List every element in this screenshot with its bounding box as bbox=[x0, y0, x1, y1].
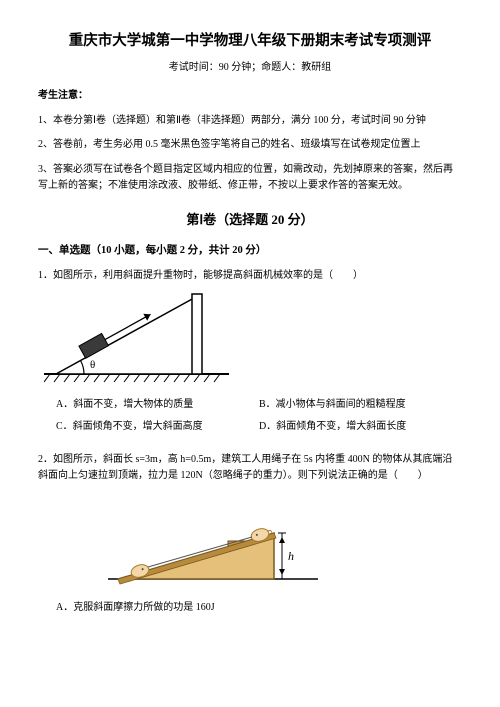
option-c: C．斜面倾角不变，增大斜面高度 bbox=[56, 419, 259, 436]
question-1: 1．如图所示，利用斜面提升重物时，能够提高斜面机械效率的是（ ） bbox=[38, 268, 462, 285]
option-a: A．斜面不变，增大物体的质量 bbox=[56, 397, 259, 414]
option-b: B．减小物体与斜面间的粗糙程度 bbox=[259, 397, 462, 414]
notice-item: 3、答案必须写在试卷各个题目指定区域内相应的位置，如需改动，先划掉原来的答案，然… bbox=[38, 162, 462, 195]
notice-item: 1、本卷分第Ⅰ卷（选择题）和第Ⅱ卷（非选择题）两部分，满分 100 分，考试时间… bbox=[38, 113, 462, 130]
svg-text:θ: θ bbox=[90, 359, 95, 371]
page-subtitle: 考试时间：90 分钟；命题人：教研组 bbox=[38, 60, 462, 77]
option-a: A．克服斜面摩擦力所做的功是 160J bbox=[56, 600, 480, 617]
section-title: 第Ⅰ卷（选择题 20 分） bbox=[38, 209, 462, 230]
question-2: 2．如图所示，斜面长 s=3m，高 h=0.5m，建筑工人用绳子在 5s 内将重… bbox=[38, 452, 462, 485]
subsection-heading: 一、单选题（10 小题，每小题 2 分，共计 20 分） bbox=[38, 242, 462, 259]
svg-text:h: h bbox=[288, 549, 294, 563]
figure-1-incline: θ bbox=[44, 292, 462, 391]
option-d: D．斜面倾角不变，增大斜面长度 bbox=[259, 419, 462, 436]
notice-item: 2、答卷前，考生务必用 0.5 毫米黑色签字笔将自己的姓名、班级填写在试卷规定位… bbox=[38, 137, 462, 154]
question-1-options: A．斜面不变，增大物体的质量 B．减小物体与斜面间的粗糙程度 C．斜面倾角不变，… bbox=[56, 397, 462, 442]
figure-2-incline: h bbox=[108, 493, 462, 595]
page-title: 重庆市大学城第一中学物理八年级下册期末考试专项测评 bbox=[38, 30, 462, 54]
notice-heading: 考生注意： bbox=[38, 88, 462, 105]
